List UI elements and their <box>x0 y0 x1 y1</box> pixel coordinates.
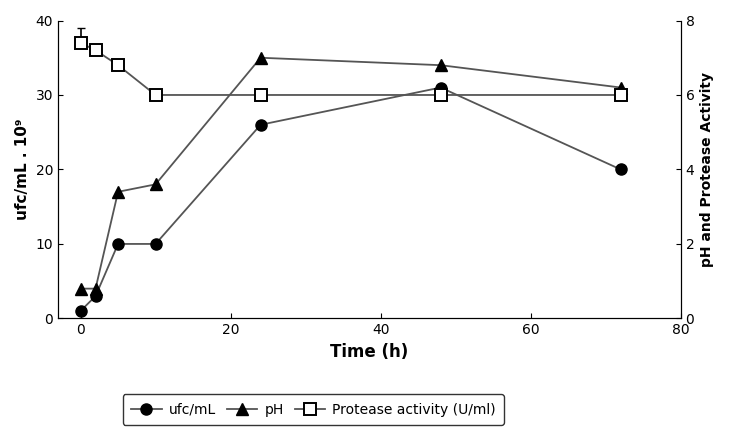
Protease activity (U/ml) <box>436 92 445 98</box>
ufc/mL <box>436 85 445 90</box>
pH <box>256 55 265 60</box>
ufc/mL <box>114 241 122 247</box>
Protease activity (U/ml) <box>114 63 122 68</box>
ufc/mL <box>256 122 265 127</box>
ufc/mL <box>151 241 160 247</box>
Protease activity (U/ml) <box>151 92 160 98</box>
pH <box>114 189 122 194</box>
pH <box>91 286 100 291</box>
Y-axis label: pH and Protease Activity: pH and Protease Activity <box>700 72 714 267</box>
ufc/mL <box>91 293 100 299</box>
Protease activity (U/ml) <box>76 40 85 45</box>
Line: pH: pH <box>74 51 627 295</box>
X-axis label: Time (h): Time (h) <box>330 343 408 361</box>
ufc/mL <box>76 308 85 314</box>
Protease activity (U/ml) <box>91 48 100 53</box>
Y-axis label: ufc/mL . 10⁹: ufc/mL . 10⁹ <box>15 119 30 220</box>
pH <box>436 63 445 68</box>
Protease activity (U/ml) <box>616 92 625 98</box>
Line: Protease activity (U/ml): Protease activity (U/ml) <box>75 37 626 101</box>
Line: ufc/mL: ufc/mL <box>75 82 626 317</box>
pH <box>76 286 85 291</box>
Protease activity (U/ml) <box>256 92 265 98</box>
pH <box>616 85 625 90</box>
Legend: ufc/mL, pH, Protease activity (U/ml): ufc/mL, pH, Protease activity (U/ml) <box>122 394 504 425</box>
ufc/mL <box>616 167 625 172</box>
pH <box>151 182 160 187</box>
